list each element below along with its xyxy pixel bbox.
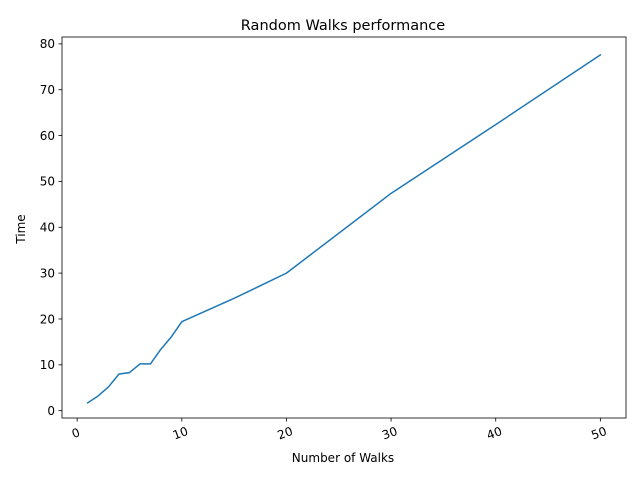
x-tick-label: 20 bbox=[276, 424, 295, 442]
y-tick-label: 20 bbox=[40, 312, 55, 326]
y-tick-label: 40 bbox=[40, 221, 55, 235]
y-tick-label: 50 bbox=[40, 175, 55, 189]
x-tick-label: 40 bbox=[485, 424, 504, 442]
y-tick-label: 0 bbox=[47, 404, 55, 418]
x-tick-label: 10 bbox=[171, 424, 190, 442]
y-tick-label: 60 bbox=[40, 129, 55, 143]
y-tick-label: 30 bbox=[40, 266, 55, 280]
series-line-0 bbox=[86, 53, 602, 404]
y-tick-label: 80 bbox=[40, 37, 55, 51]
chart-title: Random Walks performance bbox=[241, 18, 445, 34]
plot-area bbox=[61, 36, 627, 419]
y-tick-label: 10 bbox=[40, 358, 55, 372]
x-axis-title: Number of Walks bbox=[292, 451, 394, 465]
x-tick-label: 0 bbox=[70, 425, 82, 441]
y-axis: 0 10 20 30 40 50 60 70 80 bbox=[40, 37, 62, 418]
x-tick-label: 30 bbox=[380, 424, 399, 442]
y-tick-label: 70 bbox=[40, 83, 55, 97]
y-axis-title: Time bbox=[14, 214, 28, 244]
x-tick-label: 50 bbox=[589, 424, 608, 442]
x-axis: 0 10 20 30 40 50 bbox=[70, 418, 609, 442]
